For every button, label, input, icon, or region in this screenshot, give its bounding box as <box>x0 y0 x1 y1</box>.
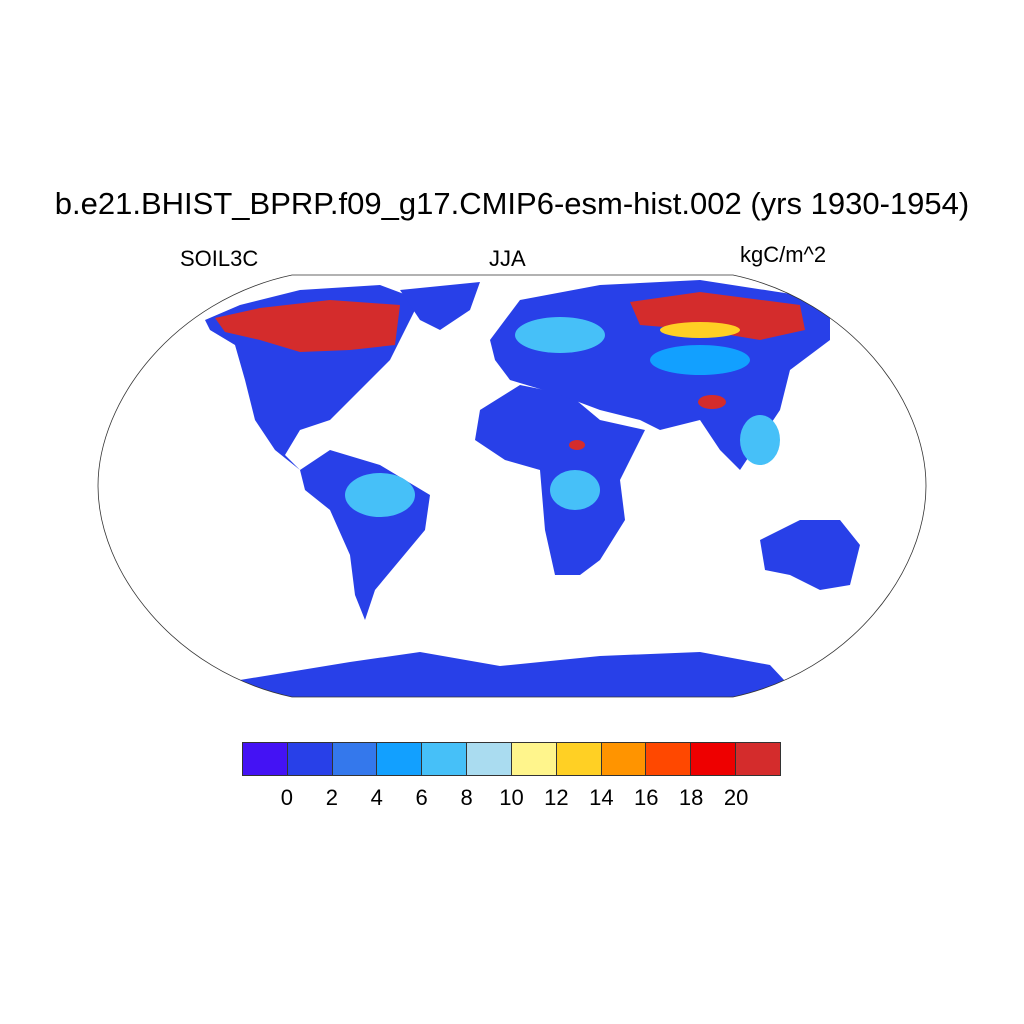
season-label: JJA <box>489 246 526 271</box>
colorbar-swatch <box>511 743 557 775</box>
central-africa-patch <box>550 470 600 510</box>
greenland <box>400 282 480 330</box>
colorbar-label: 8 <box>460 785 473 810</box>
colorbar <box>242 742 781 776</box>
se-asia-patch <box>740 415 780 465</box>
colorbar-label: 14 <box>589 785 614 810</box>
amazon-patch <box>345 473 415 517</box>
tibet-high-patch <box>698 395 726 409</box>
colorbar-label: 2 <box>325 785 338 810</box>
colorbar-swatch <box>422 743 468 775</box>
colorbar-swatch <box>243 743 288 775</box>
siberia-high-patch <box>630 292 805 340</box>
colorbar-label: 6 <box>415 785 428 810</box>
colorbar-label: 4 <box>370 785 383 810</box>
colorbar-swatch <box>601 743 647 775</box>
colorbar-swatch <box>556 743 602 775</box>
canada-high-patch <box>215 300 400 352</box>
colorbar-label: 10 <box>499 785 524 810</box>
colorbar-label: 18 <box>678 785 704 810</box>
plot-title: b.e21.BHIST_BPRP.f09_g17.CMIP6-esm-hist.… <box>54 186 970 221</box>
asia-patch <box>650 345 750 375</box>
antarctica <box>240 652 800 697</box>
colorbar-swatch <box>332 743 378 775</box>
colorbar-label: 16 <box>634 785 659 810</box>
units-label: kgC/m^2 <box>740 242 827 267</box>
colorbar-swatch <box>736 743 780 775</box>
colorbar-swatch <box>377 743 423 775</box>
colorbar-label: 20 <box>723 785 749 810</box>
siberia-mid-patch <box>660 322 740 338</box>
colorbar-swatch <box>691 743 737 775</box>
colorbar-swatch <box>467 743 512 775</box>
colorbar-label: 12 <box>544 785 569 810</box>
colorbar-swatch <box>287 743 333 775</box>
map-border <box>97 274 927 698</box>
colorbar-label: 0 <box>280 785 294 810</box>
australia <box>760 520 860 590</box>
sudd-high-patch <box>569 440 585 450</box>
europe-patch <box>515 317 605 353</box>
colorbar-swatch <box>646 743 692 775</box>
variable-label: SOIL3C <box>180 246 259 271</box>
